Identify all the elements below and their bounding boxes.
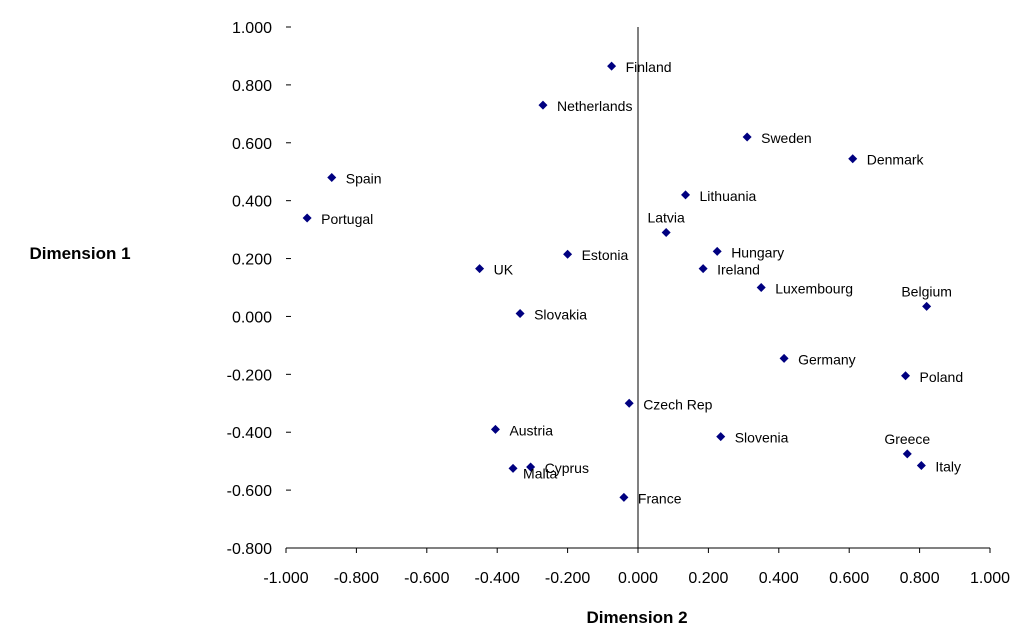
point-label: Luxembourg: [775, 281, 853, 297]
data-point: [327, 173, 337, 183]
data-point: [661, 228, 671, 238]
point-label: Sweden: [761, 130, 812, 146]
data-point: [698, 264, 708, 274]
data-point: [624, 398, 634, 408]
data-point: [515, 309, 525, 319]
point-label: Austria: [509, 422, 553, 438]
data-point: [508, 463, 518, 473]
x-tick-label: -0.400: [475, 570, 520, 587]
data-point: [681, 190, 691, 200]
point-label: Denmark: [867, 152, 925, 168]
data-point: [607, 61, 617, 71]
y-tick-label: 0.200: [232, 252, 272, 269]
point-label: Slovakia: [534, 307, 587, 323]
y-tick-label: 0.400: [232, 194, 272, 211]
data-point: [779, 353, 789, 363]
y-tick-label: 0.600: [232, 136, 272, 153]
point-label: Czech Rep: [643, 396, 712, 412]
y-tick-label: 0.800: [232, 78, 272, 95]
point-label: Spain: [346, 171, 382, 187]
data-point: [901, 371, 911, 381]
y-tick-label: 1.000: [232, 20, 272, 37]
data-point: [619, 492, 629, 502]
x-tick-label: -0.600: [404, 570, 449, 587]
point-label: Germany: [798, 351, 856, 367]
x-tick-label: -1.000: [263, 570, 308, 587]
point-label: France: [638, 490, 682, 506]
y-axis-title: Dimension 1: [29, 244, 130, 263]
point-label: Cyprus: [545, 460, 589, 476]
y-tick-label: 0.000: [232, 309, 272, 326]
point-label: Lithuania: [700, 188, 757, 204]
x-tick-label: -0.200: [545, 570, 590, 587]
point-label: Netherlands: [557, 98, 633, 114]
point-label: Poland: [920, 369, 964, 385]
point-label: Slovenia: [735, 430, 789, 446]
data-point: [490, 424, 500, 434]
x-tick-label: 1.000: [970, 570, 1010, 587]
point-label: Portugal: [321, 211, 373, 227]
data-point: [526, 462, 536, 472]
x-tick-label: -0.800: [334, 570, 379, 587]
data-point: [848, 154, 858, 164]
y-tick-label: -0.600: [227, 483, 272, 500]
axes: 1.000 0.800 0.600 0.400 0.200 0.000 -0.200 -0.4…: [227, 20, 1010, 587]
data-points: Finland Netherlands Sweden Denmark Spain Lith…: [302, 59, 964, 506]
point-label: Belgium: [901, 283, 952, 299]
x-tick-label: 0.000: [618, 570, 658, 587]
data-point: [716, 432, 726, 442]
point-label: Malta: [523, 465, 557, 481]
point-label: Ireland: [717, 262, 760, 278]
x-tick-label: 0.800: [900, 570, 940, 587]
point-label: Greece: [884, 431, 930, 447]
point-label: Hungary: [731, 244, 784, 260]
data-point: [756, 283, 766, 292]
data-point: [712, 246, 722, 256]
y-tick-label: -0.400: [227, 425, 272, 442]
x-tick-label: 0.200: [688, 570, 728, 587]
point-label: UK: [494, 262, 514, 278]
x-tick-label: 0.600: [829, 570, 869, 587]
point-label: Estonia: [582, 247, 629, 263]
data-point: [302, 213, 312, 223]
data-point: [563, 249, 573, 259]
y-tick-label: -0.800: [227, 541, 272, 558]
x-axis-title: Dimension 2: [586, 608, 687, 625]
data-point: [902, 449, 912, 459]
data-point: [922, 301, 932, 311]
data-point: [538, 100, 548, 110]
data-point: [742, 132, 752, 142]
point-label: Finland: [626, 59, 672, 75]
data-point: [475, 264, 485, 274]
point-label: Italy: [935, 459, 961, 475]
x-tick-label: 0.400: [759, 570, 799, 587]
data-point: [916, 461, 926, 471]
point-label: Latvia: [647, 210, 685, 226]
y-tick-label: -0.200: [227, 367, 272, 384]
